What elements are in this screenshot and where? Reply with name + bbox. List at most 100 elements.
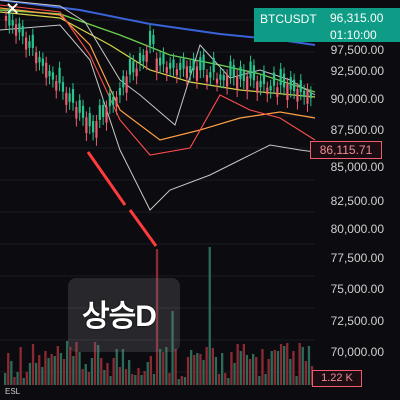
candle xyxy=(226,75,229,87)
volume-bar xyxy=(230,352,233,385)
price-tick: 82,500.00 xyxy=(330,194,384,208)
symbol-badge: BTCUSDT 96,315.00 01:10:00 xyxy=(254,8,400,42)
candle xyxy=(246,76,249,92)
candle xyxy=(145,50,148,62)
symbol-name: BTCUSDT xyxy=(260,12,317,26)
annotation-overlay xyxy=(68,278,180,352)
candle xyxy=(249,61,252,79)
volume-bar xyxy=(292,351,295,385)
volume-bar xyxy=(227,378,230,385)
volume-bar xyxy=(16,372,19,385)
volume-bar xyxy=(273,350,276,385)
candle xyxy=(25,37,28,50)
volume-bar xyxy=(301,347,304,385)
candle xyxy=(162,53,165,65)
volume-bar xyxy=(50,354,53,385)
volume-bar xyxy=(75,342,78,385)
candle xyxy=(286,83,289,100)
volume-bar xyxy=(276,351,280,385)
candle xyxy=(88,113,91,127)
candle xyxy=(222,75,225,81)
price-tick: 90,000.00 xyxy=(330,92,384,106)
candle xyxy=(118,88,121,96)
volume-bar xyxy=(19,347,22,385)
volume-bar xyxy=(53,356,56,385)
volume-bar xyxy=(41,367,44,385)
volume-bar xyxy=(28,363,32,385)
price-tick: 75,000.00 xyxy=(330,282,384,296)
volume-bar xyxy=(208,247,211,385)
volume-bar xyxy=(165,347,168,385)
volume-bar xyxy=(112,358,115,385)
candle xyxy=(279,68,282,86)
price-axis: 97,500.00 92,500.00 90,000.00 87,500.00 … xyxy=(315,0,400,400)
candle xyxy=(65,92,68,105)
candle xyxy=(102,105,105,117)
candle xyxy=(51,72,54,80)
volume-bar xyxy=(214,357,218,385)
volume-bar xyxy=(100,358,103,385)
annotation-stroke xyxy=(86,151,127,206)
volume-bar xyxy=(109,376,112,385)
candle xyxy=(212,57,215,73)
candle xyxy=(41,58,44,66)
candle xyxy=(232,65,235,78)
candle xyxy=(256,81,259,93)
candle xyxy=(71,89,75,103)
volume-bar xyxy=(69,347,72,385)
volume-bar xyxy=(224,373,227,385)
candle xyxy=(14,24,18,36)
volume-bar xyxy=(87,372,90,385)
volume-bar xyxy=(264,374,267,385)
candle xyxy=(125,76,128,93)
volume-bar xyxy=(193,355,196,385)
candle xyxy=(165,67,168,74)
candle xyxy=(229,61,232,76)
symbol-time: 01:10:00 xyxy=(330,28,377,42)
candle xyxy=(159,57,162,66)
candle xyxy=(179,62,182,71)
volume-bar xyxy=(62,359,66,385)
annotation-stroke xyxy=(128,209,158,247)
footer-label: ESL xyxy=(5,387,21,396)
candle xyxy=(266,87,269,95)
price-tick: 72,500.00 xyxy=(330,314,384,328)
candle xyxy=(215,78,219,84)
candle xyxy=(78,100,81,113)
candle xyxy=(135,68,138,77)
volume-bar xyxy=(248,359,252,385)
candle xyxy=(309,92,312,99)
volume-bar xyxy=(267,359,270,385)
volume-bar xyxy=(47,358,50,385)
volume-bar xyxy=(146,362,149,385)
indicator-line xyxy=(0,0,316,126)
candle xyxy=(58,67,61,84)
volume-bar xyxy=(35,363,38,385)
volume-bar xyxy=(81,369,84,385)
candle xyxy=(4,16,8,21)
candle xyxy=(239,66,242,80)
volume-bar xyxy=(4,373,7,385)
candle xyxy=(269,85,272,91)
candle xyxy=(128,59,132,75)
volume-bar xyxy=(44,351,47,385)
volume-bar xyxy=(286,343,289,385)
candle xyxy=(205,75,209,82)
candle xyxy=(108,93,111,107)
volume-bar xyxy=(118,367,121,385)
volume-bar xyxy=(84,364,87,385)
volume-bar xyxy=(162,352,165,385)
close-icon[interactable]: ✕ xyxy=(5,0,21,19)
candle xyxy=(296,88,299,102)
candle xyxy=(148,31,152,46)
candle xyxy=(105,106,108,123)
volume-bar xyxy=(131,374,134,385)
volume-bar xyxy=(171,311,174,385)
indicator-line xyxy=(0,11,316,98)
price-tick: 80,000.00 xyxy=(330,222,384,236)
candle xyxy=(75,107,78,119)
volume-bar xyxy=(211,348,214,385)
candle xyxy=(195,66,199,81)
volume-bar xyxy=(258,376,261,385)
